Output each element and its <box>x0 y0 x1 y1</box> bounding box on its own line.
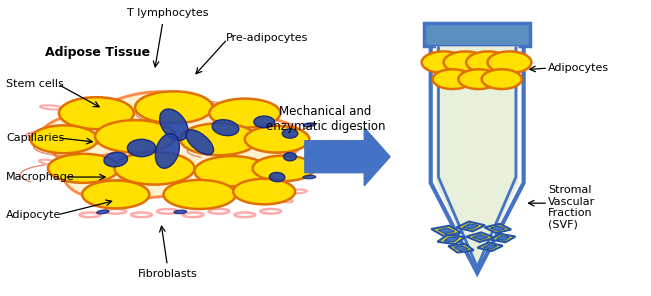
Ellipse shape <box>433 69 473 89</box>
Text: Adipocyte: Adipocyte <box>6 210 61 220</box>
Polygon shape <box>436 46 518 270</box>
Ellipse shape <box>174 210 187 214</box>
Text: Fibroblasts: Fibroblasts <box>137 269 197 279</box>
Polygon shape <box>473 234 488 240</box>
Polygon shape <box>496 236 510 240</box>
Polygon shape <box>437 235 465 244</box>
Polygon shape <box>490 226 505 231</box>
Ellipse shape <box>82 181 149 208</box>
Polygon shape <box>484 224 511 233</box>
Polygon shape <box>477 242 503 251</box>
Polygon shape <box>424 23 530 46</box>
Polygon shape <box>305 128 390 186</box>
Ellipse shape <box>159 109 188 141</box>
Text: Stromal
Vascular
Fraction
(SVF): Stromal Vascular Fraction (SVF) <box>548 185 596 230</box>
Polygon shape <box>466 232 495 242</box>
Polygon shape <box>483 244 497 249</box>
Ellipse shape <box>104 152 128 167</box>
Text: Capillaries: Capillaries <box>6 133 64 143</box>
Ellipse shape <box>156 133 180 168</box>
Ellipse shape <box>482 69 521 89</box>
Ellipse shape <box>422 52 465 73</box>
Ellipse shape <box>309 149 322 153</box>
Ellipse shape <box>303 175 316 179</box>
Ellipse shape <box>443 52 488 73</box>
Ellipse shape <box>284 153 296 161</box>
Ellipse shape <box>195 156 270 186</box>
Polygon shape <box>454 246 468 251</box>
Text: Mechanical and
enzymatic digestion: Mechanical and enzymatic digestion <box>266 105 385 133</box>
Ellipse shape <box>96 210 109 214</box>
Polygon shape <box>431 226 461 236</box>
Ellipse shape <box>303 123 316 127</box>
Polygon shape <box>449 244 474 252</box>
Ellipse shape <box>210 99 281 128</box>
Ellipse shape <box>31 125 98 153</box>
Polygon shape <box>490 234 516 242</box>
Ellipse shape <box>253 156 314 181</box>
Ellipse shape <box>212 120 239 136</box>
Ellipse shape <box>233 179 295 204</box>
Ellipse shape <box>128 139 156 157</box>
Text: Macrophage: Macrophage <box>6 172 75 182</box>
Ellipse shape <box>95 120 175 153</box>
Ellipse shape <box>466 52 510 73</box>
Ellipse shape <box>283 129 298 138</box>
Ellipse shape <box>245 126 309 153</box>
Polygon shape <box>456 222 485 231</box>
Ellipse shape <box>180 123 258 155</box>
Ellipse shape <box>59 97 134 129</box>
Text: Pre-adipocytes: Pre-adipocytes <box>225 33 308 43</box>
Polygon shape <box>463 224 478 229</box>
Ellipse shape <box>458 69 499 89</box>
Ellipse shape <box>135 91 212 123</box>
Ellipse shape <box>270 172 285 182</box>
Text: Stem cells: Stem cells <box>6 79 64 89</box>
Polygon shape <box>438 228 454 234</box>
Text: Adipocytes: Adipocytes <box>548 63 609 73</box>
Ellipse shape <box>163 180 236 209</box>
Ellipse shape <box>488 52 531 73</box>
Ellipse shape <box>254 116 275 128</box>
Polygon shape <box>444 237 459 242</box>
Text: T lymphocytes: T lymphocytes <box>126 8 208 18</box>
Ellipse shape <box>48 154 119 183</box>
Text: Adipose Tissue: Adipose Tissue <box>45 46 150 59</box>
Ellipse shape <box>186 130 214 155</box>
Polygon shape <box>41 92 304 200</box>
Ellipse shape <box>115 152 195 185</box>
